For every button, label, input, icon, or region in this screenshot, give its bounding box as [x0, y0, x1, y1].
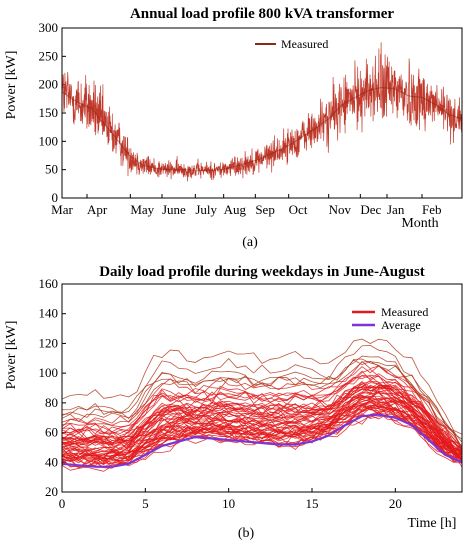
chart-a-xtick-label: Feb: [422, 202, 442, 217]
chart-b-series-measured-line: [61, 402, 463, 460]
chart-a-sublabel: (a): [242, 235, 258, 250]
chart-b-series-measured-line: [61, 380, 463, 449]
chart-a-y-ticks: 0 50 100 150 200 250 300: [39, 20, 66, 205]
chart-b-ytick-label: 60: [45, 425, 58, 440]
chart-a-xtick-label: Oct: [289, 202, 308, 217]
panel-annual: Annual load profile 800 kVA transformer …: [4, 6, 463, 250]
chart-a-series-trend: [61, 86, 463, 171]
chart-a-ytick-label: 300: [39, 20, 59, 35]
chart-a-xlabel: Month: [401, 216, 438, 231]
chart-a-ytick-label: 250: [39, 48, 59, 63]
chart-b-legend-label-measured: Measured: [381, 305, 428, 319]
chart-a-xtick-label: Apr: [87, 202, 108, 217]
chart-a-xtick-label: Sep: [255, 202, 274, 217]
chart-b-title: Daily load profile during weekdays in Ju…: [99, 264, 425, 280]
chart-b-series-measured-line: [61, 398, 463, 465]
chart-a-plot-area: [61, 42, 463, 182]
chart-b-xtick-label: 20: [389, 496, 402, 511]
chart-b-sublabel: (b): [238, 526, 255, 541]
chart-a-ytick-label: 100: [39, 133, 59, 148]
chart-b-ytick-label: 80: [45, 395, 58, 410]
chart-b-series-measured-line: [61, 384, 463, 456]
chart-b-series-measured-line: [61, 360, 463, 448]
chart-a-series-measured: [61, 42, 463, 182]
chart-b-series-measured-line: [61, 373, 463, 451]
chart-b-series-measured-line: [61, 344, 463, 443]
chart-a-xtick-label: May: [130, 202, 154, 217]
chart-a-ytick-label: 200: [39, 77, 59, 92]
chart-b-x-ticks: 0 5 10 15 20: [59, 488, 402, 511]
chart-b-xlabel: Time [h]: [408, 516, 457, 531]
chart-b-series-measured-line: [61, 391, 463, 457]
chart-b-legend-label-average: Average: [381, 318, 421, 332]
chart-b-xtick-label: 10: [222, 496, 235, 511]
chart-a-ytick-label: 150: [39, 105, 59, 120]
chart-b-frame: [61, 283, 463, 493]
chart-a-ytick-label: 0: [52, 190, 59, 205]
chart-b-xtick-label: 15: [306, 496, 319, 511]
chart-b-y-ticks: 20 40 60 80 100 120 140 160: [39, 276, 66, 499]
chart-a-xtick-label: Mar: [51, 202, 73, 217]
chart-a-x-ticks: Mar Apr May June July Aug Sep Oct Nov Dec Jan Feb: [51, 194, 442, 217]
chart-b-ytick-label: 20: [45, 484, 58, 499]
chart-b-series-average: [61, 413, 463, 468]
chart-b-xtick-label: 5: [142, 496, 149, 511]
chart-b-series-measured-line: [61, 338, 463, 435]
chart-b-ytick-label: 140: [39, 306, 59, 321]
chart-b-series-measured-line: [61, 379, 463, 446]
panel-daily: Daily load profile during weekdays in Ju…: [4, 264, 463, 541]
chart-b-series-measured-line: [61, 386, 463, 454]
chart-b-ylabel: Power [kW]: [4, 321, 19, 390]
chart-a-frame: [61, 27, 463, 199]
chart-b-series-measured-line: [61, 386, 463, 458]
chart-b-series-measured-line: [61, 370, 463, 451]
chart-b-series-measured-line: [61, 411, 463, 469]
chart-b-series-measured-line: [61, 355, 463, 440]
chart-b-series-measured-line: [61, 403, 463, 464]
chart-a-xtick-label: Aug: [224, 202, 247, 217]
chart-b-ytick-label: 100: [39, 365, 59, 380]
chart-b-xtick-label: 0: [59, 496, 66, 511]
chart-a-legend-label: Measured: [281, 37, 328, 51]
chart-b-plot-area: [61, 338, 463, 472]
chart-b-series-measured-line: [61, 359, 463, 448]
chart-b-series-measured-line: [61, 391, 463, 453]
chart-a-xtick-label: Nov: [329, 202, 352, 217]
chart-a-xtick-label: June: [162, 202, 186, 217]
chart-b-series-measured-line: [61, 404, 463, 465]
chart-a-xtick-label: July: [195, 202, 217, 217]
chart-b-series-measured-line: [61, 381, 463, 453]
chart-a-ylabel: Power [kW]: [4, 51, 19, 120]
chart-b-series-measured-line: [61, 360, 463, 451]
chart-b-ytick-label: 40: [45, 454, 58, 469]
chart-b-ytick-label: 160: [39, 276, 59, 291]
chart-b-ytick-label: 120: [39, 335, 59, 350]
chart-a-xtick-label: Jan: [387, 202, 405, 217]
chart-a-title: Annual load profile 800 kVA transformer: [130, 6, 394, 22]
chart-a-ytick-label: 50: [45, 162, 58, 177]
chart-a-xtick-label: Dec: [360, 202, 381, 217]
